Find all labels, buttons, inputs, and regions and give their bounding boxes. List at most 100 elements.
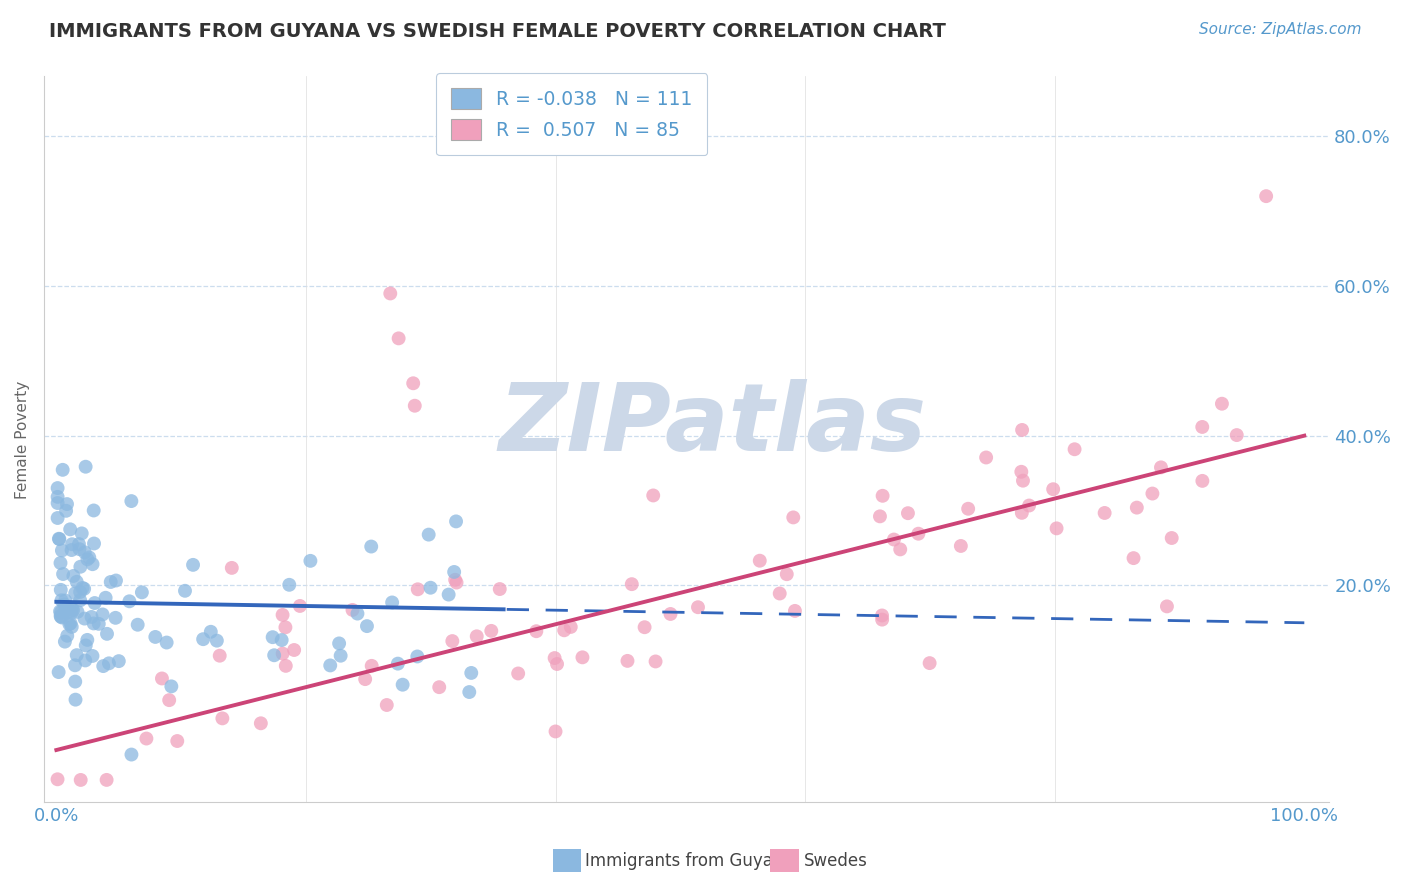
Point [104,574,127,588]
Point [58,617,80,632]
Point [748,554,770,568]
Point [380,286,402,301]
Point [87,616,110,631]
Point [1256,189,1278,203]
Point [643,488,665,502]
Point [49,610,72,624]
Point [437,588,460,602]
Point [1063,442,1085,457]
Point [51,543,73,558]
Point [52,463,75,477]
Point [91,607,114,622]
Point [1018,499,1040,513]
Point [776,567,799,582]
Point [69,593,91,607]
Point [160,679,183,693]
Point [387,657,409,671]
Point [446,575,468,590]
Point [870,608,893,623]
Point [143,630,166,644]
Point [274,658,297,673]
Point [49,605,72,619]
Point [62,603,84,617]
Point [686,600,709,615]
Point [46,481,69,495]
Y-axis label: Female Poverty: Female Poverty [15,380,30,499]
Point [83,503,105,517]
Point [69,542,91,557]
Point [69,772,91,787]
Text: Source: ZipAtlas.com: Source: ZipAtlas.com [1198,22,1361,37]
Point [1126,500,1149,515]
Text: IMMIGRANTS FROM GUYANA VS SWEDISH FEMALE POVERTY CORRELATION CHART: IMMIGRANTS FROM GUYANA VS SWEDISH FEMALE… [49,22,946,41]
Point [360,540,382,554]
Point [53,598,76,612]
Point [60,543,83,558]
Point [76,632,98,647]
Point [120,747,142,762]
Point [1012,474,1035,488]
Point [883,533,905,547]
Point [616,654,638,668]
Point [769,586,792,600]
Point [388,331,411,345]
Point [872,489,894,503]
Point [127,617,149,632]
Point [342,603,364,617]
Point [49,582,72,597]
Point [120,494,142,508]
Point [83,596,105,610]
Point [205,633,228,648]
Point [1094,506,1116,520]
Point [381,595,404,609]
Point [262,630,284,644]
Point [1010,465,1032,479]
Point [546,657,568,671]
Point [263,648,285,663]
Point [1042,482,1064,496]
Point [270,633,292,648]
Point [208,648,231,663]
Point [69,559,91,574]
Point [75,459,97,474]
Point [73,545,96,559]
Point [67,537,90,551]
Point [77,550,100,565]
Point [48,532,70,546]
Point [288,599,311,613]
Point [427,680,450,694]
Point [80,610,103,624]
Text: ZIPatlas: ZIPatlas [498,379,927,471]
Point [46,490,69,504]
Point [118,594,141,608]
Point [406,649,429,664]
Point [1150,460,1173,475]
Point [465,629,488,643]
Point [271,607,294,622]
Point [508,666,530,681]
Point [94,591,117,605]
Point [73,582,96,596]
Point [55,504,77,518]
Point [1156,599,1178,614]
Point [66,574,89,589]
Point [1211,397,1233,411]
Point [553,624,575,638]
Point [949,539,972,553]
Point [418,527,440,541]
Point [200,624,222,639]
Text: Immigrants from Guyana: Immigrants from Guyana [585,852,793,870]
Point [283,643,305,657]
Point [135,731,157,746]
Point [633,620,655,634]
Point [524,624,547,639]
Point [156,635,179,649]
Point [458,685,481,699]
Point [66,648,89,662]
Point [544,724,567,739]
Point [444,515,467,529]
Point [250,716,273,731]
Point [69,585,91,599]
Point [444,573,467,587]
Point [360,658,382,673]
